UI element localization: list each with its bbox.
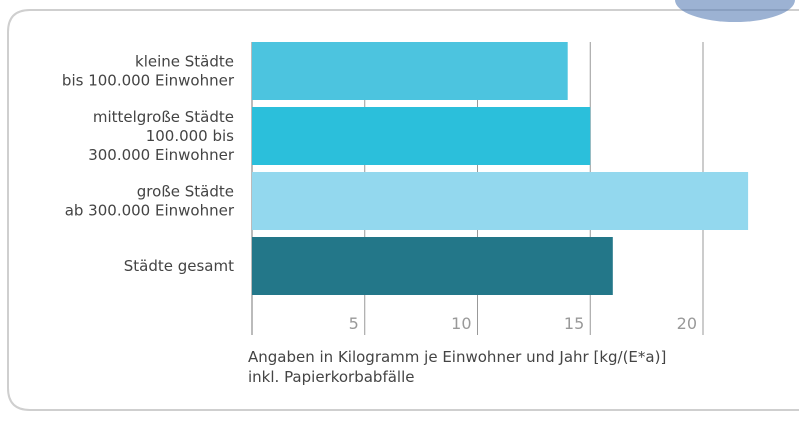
y-tick-label-line: große Städte xyxy=(137,183,234,201)
bar xyxy=(252,237,613,295)
bar xyxy=(252,42,568,100)
y-tick-label-line: bis 100.000 Einwohner xyxy=(62,72,235,90)
y-tick-label-line: 100.000 bis xyxy=(146,127,234,145)
y-tick-label: Städte gesamt xyxy=(124,257,234,275)
y-tick-label-line: mittelgroße Städte xyxy=(93,108,234,126)
chart: 5 10 15 20 kleine Städtebis 100.000 Einwohne… xyxy=(0,0,799,421)
x-tick-label: 15 xyxy=(564,314,584,333)
x-tick-label: 10 xyxy=(451,314,471,333)
y-tick-label-line: Städte gesamt xyxy=(124,257,234,275)
bar xyxy=(252,172,748,230)
bar xyxy=(252,107,590,165)
x-tick-label: 20 xyxy=(677,314,697,333)
note: inkl. Papierkorbabfälle xyxy=(248,368,414,386)
x-tick-label: 5 xyxy=(349,314,359,333)
note: Angaben in Kilogramm je Einwohner und Ja… xyxy=(248,348,666,366)
y-tick-label-line: kleine Städte xyxy=(135,53,234,71)
decoration xyxy=(675,0,795,22)
y-tick-label-line: 300.000 Einwohner xyxy=(88,146,235,164)
y-tick-label-line: ab 300.000 Einwohner xyxy=(65,202,235,220)
